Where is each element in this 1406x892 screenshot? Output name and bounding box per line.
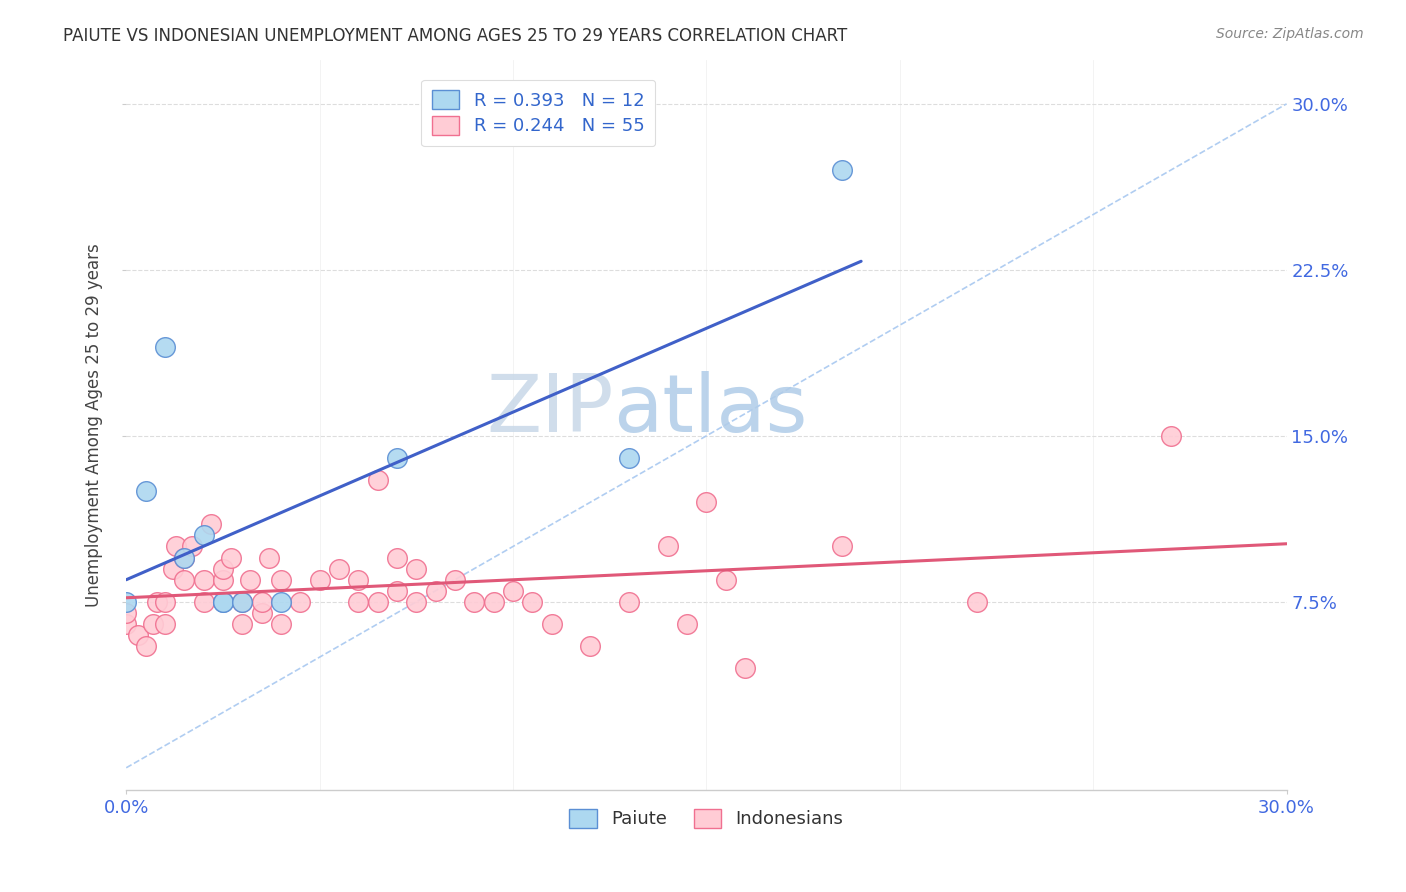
Text: atlas: atlas [613,371,808,450]
Point [540,616,562,631]
Point [444,573,467,587]
Point [347,573,370,587]
Point [173,573,195,587]
Point [212,573,235,587]
Point [385,450,408,465]
Point [135,484,157,499]
Point [1160,429,1182,443]
Point [425,583,447,598]
Point [250,595,273,609]
Point [482,595,505,609]
Point [212,595,235,609]
Point [142,616,165,631]
Point [367,473,389,487]
Point [676,616,699,631]
Point [270,573,292,587]
Point [193,528,215,542]
Point [162,561,184,575]
Point [831,540,853,554]
Point [695,495,717,509]
Point [831,163,853,178]
Point [212,595,235,609]
Point [250,606,273,620]
Point [193,595,215,609]
Point [259,550,281,565]
Point [239,573,262,587]
Point [617,450,640,465]
Point [328,561,350,575]
Point [231,616,253,631]
Point [153,340,176,354]
Point [173,550,195,565]
Point [714,573,737,587]
Point [166,540,188,554]
Point [115,616,138,631]
Point [290,595,312,609]
Point [115,595,138,609]
Point [127,628,149,642]
Point [231,595,253,609]
Text: PAIUTE VS INDONESIAN UNEMPLOYMENT AMONG AGES 25 TO 29 YEARS CORRELATION CHART: PAIUTE VS INDONESIAN UNEMPLOYMENT AMONG … [63,27,848,45]
Point [579,639,602,653]
Point [173,550,195,565]
Y-axis label: Unemployment Among Ages 25 to 29 years: Unemployment Among Ages 25 to 29 years [86,243,103,607]
Point [463,595,485,609]
Point [231,595,253,609]
Point [270,595,292,609]
Text: ZIP: ZIP [486,371,613,450]
Point [617,595,640,609]
Point [966,595,988,609]
Point [270,616,292,631]
Point [200,517,222,532]
Point [115,606,138,620]
Point [181,540,204,554]
Point [367,595,389,609]
Point [347,595,370,609]
Point [193,573,215,587]
Point [308,573,330,587]
Point [135,639,157,653]
Text: Source: ZipAtlas.com: Source: ZipAtlas.com [1216,27,1364,41]
Point [212,561,235,575]
Point [385,550,408,565]
Point [219,550,242,565]
Point [405,595,427,609]
Point [522,595,544,609]
Point [153,616,176,631]
Point [146,595,169,609]
Point [385,583,408,598]
Point [657,540,679,554]
Point [405,561,427,575]
Point [502,583,524,598]
Legend: Paiute, Indonesians: Paiute, Indonesians [562,802,851,836]
Point [734,661,756,675]
Point [153,595,176,609]
